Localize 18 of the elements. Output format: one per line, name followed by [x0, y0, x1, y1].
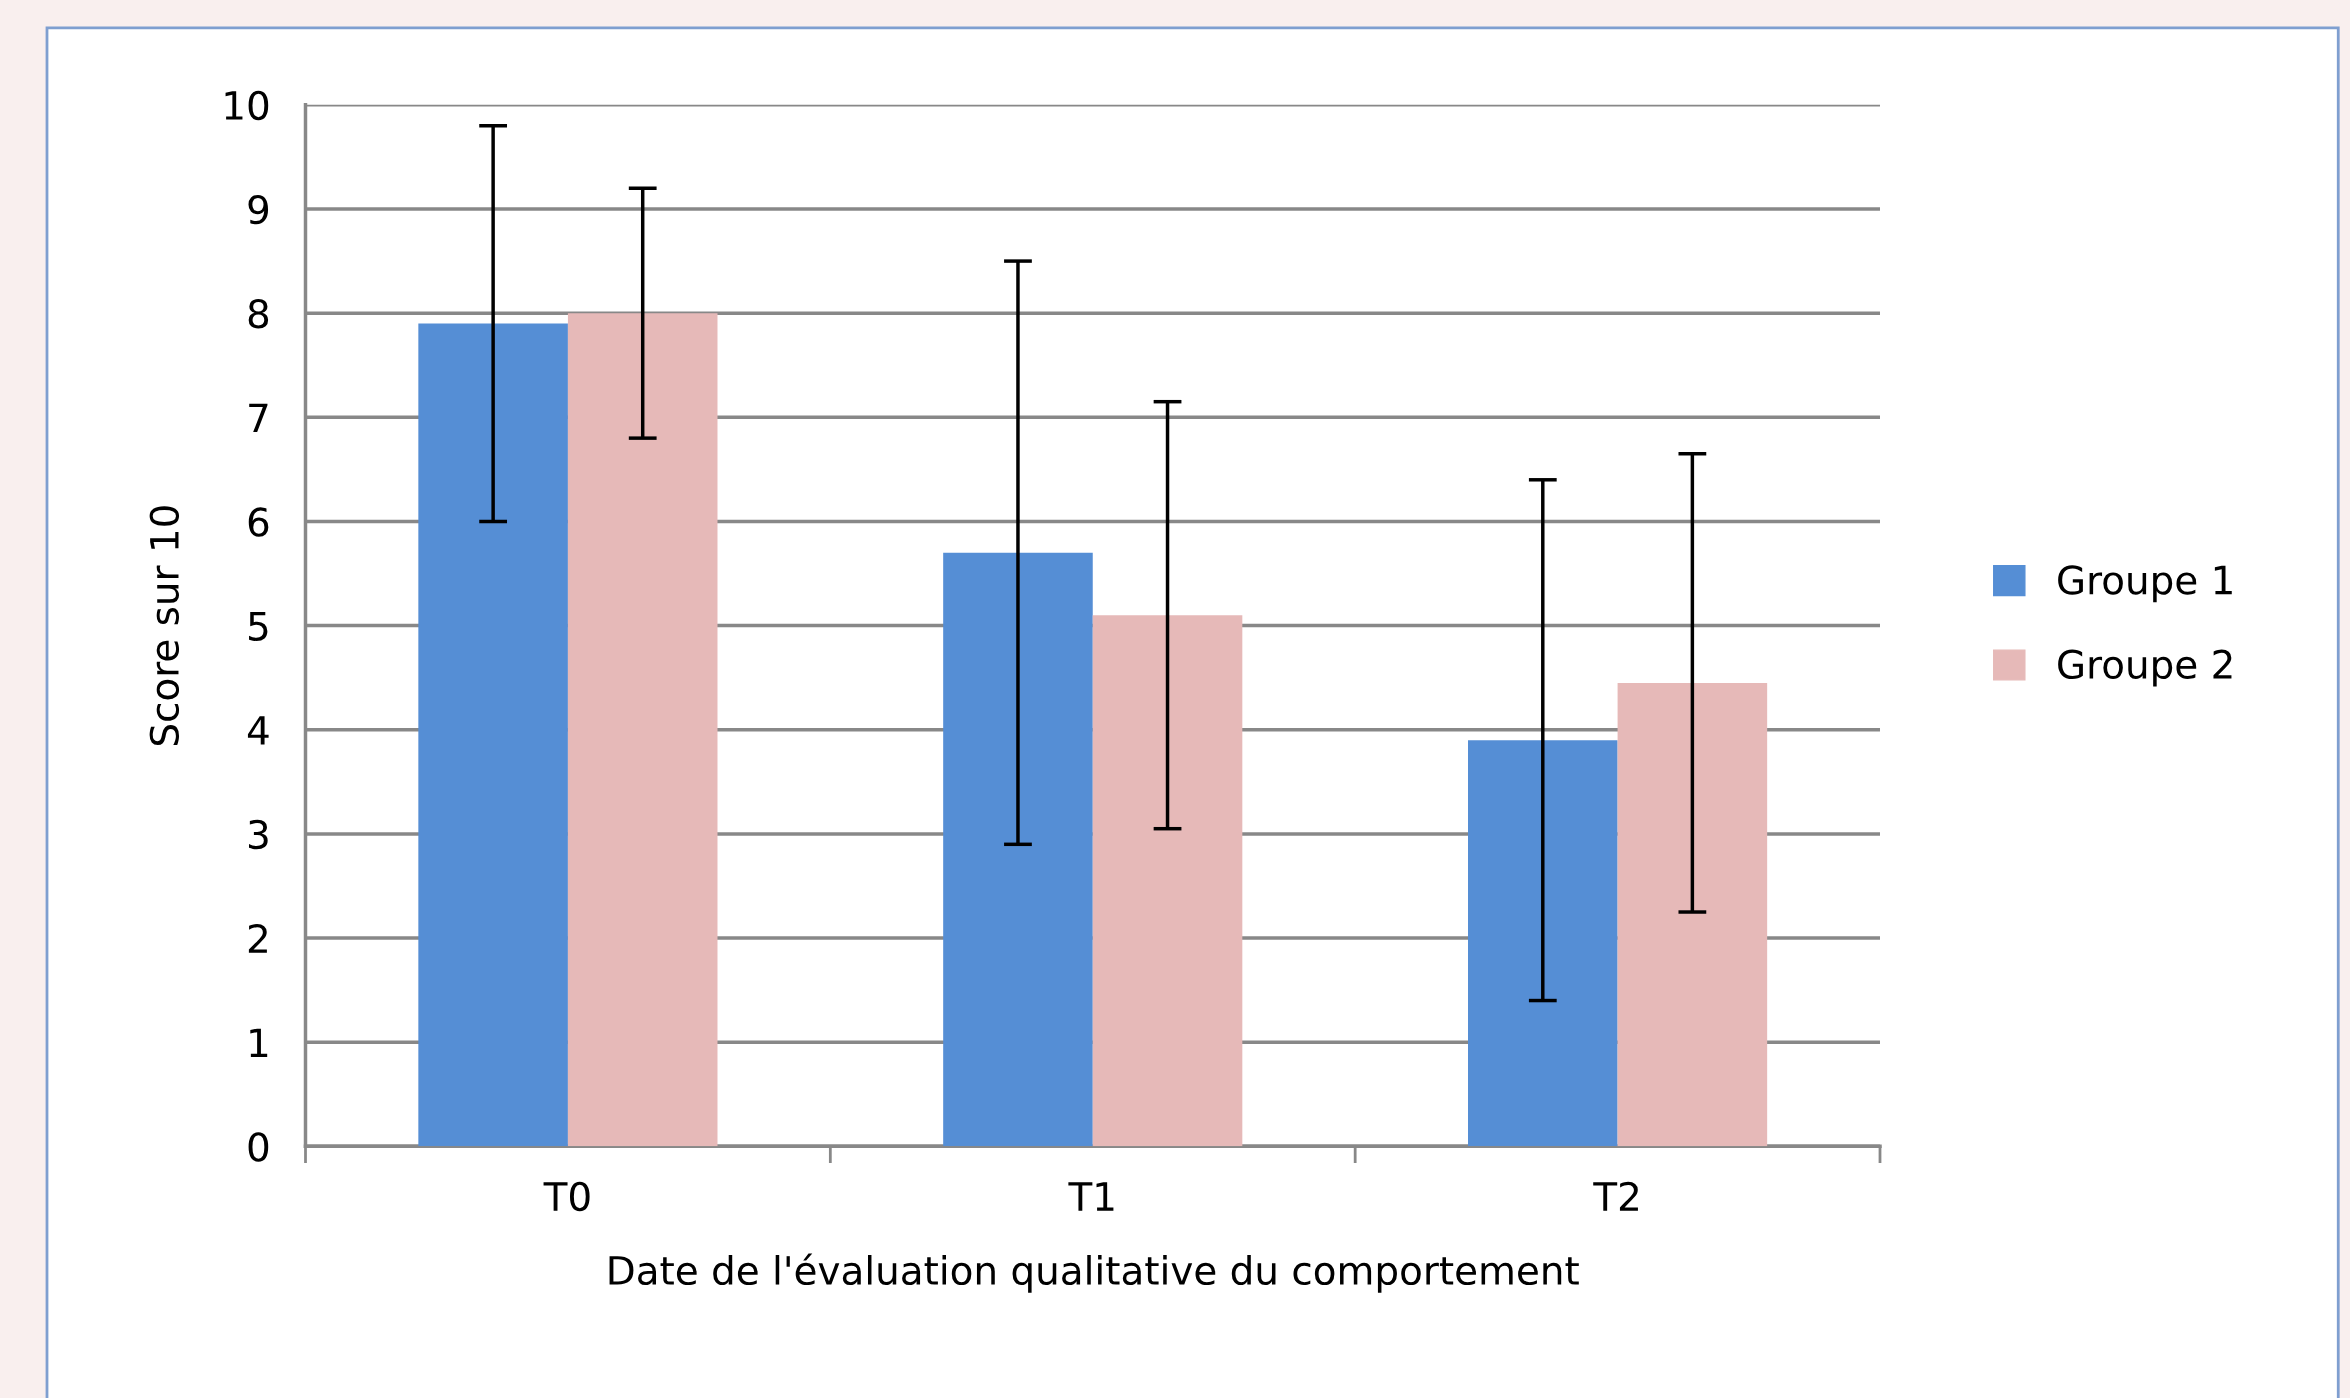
y-tick-label: 1 [250, 1028, 268, 1057]
y-tick-label: 6 [248, 507, 269, 537]
x-tick-label: T1 [1068, 1182, 1114, 1211]
y-tick-label: 3 [249, 819, 268, 850]
x-tick-label: T0 [543, 1181, 590, 1212]
x-tick-label: T2 [1593, 1181, 1638, 1211]
y-tick-label: 9 [248, 194, 269, 225]
y-axis-title: Score sur 10 [149, 506, 180, 746]
legend-label: Groupe 1 [2058, 565, 2232, 603]
y-tick-label: 8 [248, 299, 269, 329]
y-tick-label: 2 [248, 923, 267, 953]
y-tick-label: 4 [247, 716, 269, 745]
y-tick-label: 0 [248, 1132, 269, 1162]
y-tick-label: 10 [225, 90, 269, 121]
x-axis-title: Date de l'évaluation qualitative du comportement [609, 1253, 1579, 1293]
legend-label: Groupe 2 [2058, 649, 2232, 687]
y-tick-label: 5 [249, 612, 268, 641]
y-tick-label: 7 [249, 403, 268, 433]
